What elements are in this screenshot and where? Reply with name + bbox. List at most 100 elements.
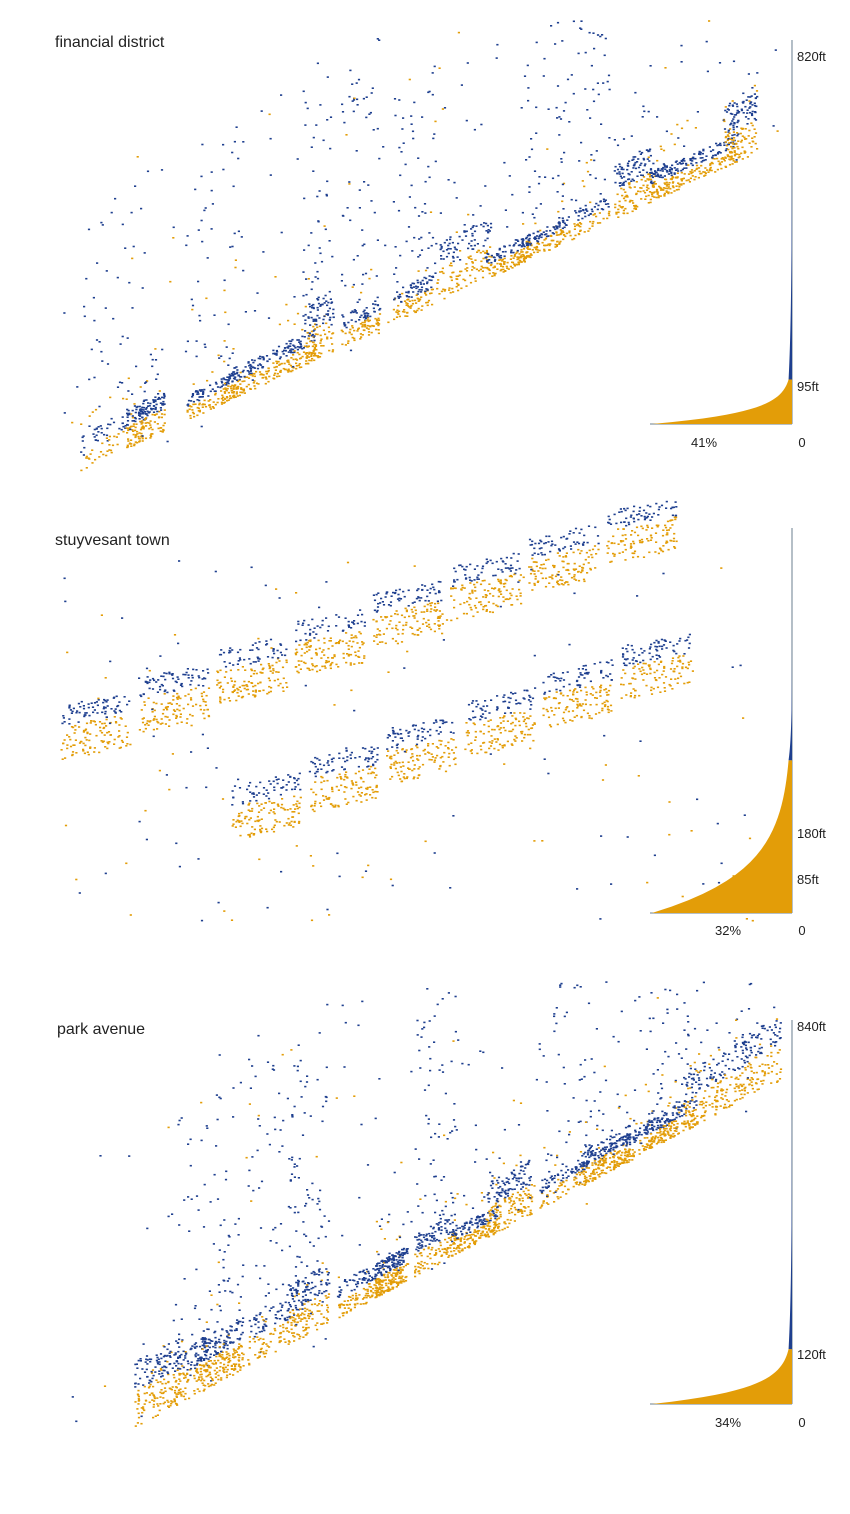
point-above: [211, 203, 214, 205]
point-below: [309, 340, 312, 343]
point-above: [162, 400, 165, 403]
point-below: [415, 744, 418, 747]
point-below: [522, 255, 526, 257]
point-below: [561, 200, 564, 203]
point-above: [438, 590, 441, 592]
point-above: [552, 226, 555, 228]
point-below: [585, 693, 588, 696]
point-above: [505, 556, 508, 559]
point-below: [550, 576, 553, 578]
point-below: [427, 623, 431, 626]
point-below: [292, 358, 295, 361]
point-below: [349, 328, 352, 331]
point-below: [458, 274, 461, 277]
point-above: [548, 690, 551, 692]
point-above: [509, 567, 512, 570]
point-below: [520, 602, 523, 605]
point-above: [555, 106, 558, 109]
point-below: [408, 615, 411, 618]
point-below: [289, 364, 292, 367]
point-below: [649, 539, 653, 541]
point-above: [354, 310, 357, 312]
point-above: [140, 408, 143, 411]
point-below: [161, 430, 164, 433]
point-above: [195, 355, 198, 358]
point-below: [612, 535, 615, 538]
point-above: [481, 713, 485, 715]
point-above: [291, 788, 294, 791]
point-below: [502, 720, 505, 722]
point-below: [417, 307, 420, 310]
point-below: [127, 438, 130, 440]
point-below: [386, 755, 389, 757]
point-below: [441, 623, 444, 625]
point-above: [367, 757, 370, 759]
point-above: [146, 414, 149, 417]
point-above: [98, 405, 101, 408]
point-below: [560, 232, 563, 235]
point-above: [417, 588, 420, 590]
point-above: [449, 236, 452, 238]
point-above: [624, 509, 627, 512]
point-above: [201, 240, 204, 243]
point-above: [349, 311, 353, 314]
point-above: [313, 335, 316, 337]
point-above: [206, 257, 209, 259]
point-below: [300, 648, 304, 650]
point-below: [193, 415, 196, 418]
point-above: [750, 95, 753, 97]
point-below: [202, 712, 205, 715]
point-below: [434, 602, 437, 605]
point-above: [405, 240, 408, 243]
point-below: [401, 292, 404, 295]
point-above: [716, 144, 719, 147]
point-below: [377, 329, 380, 331]
point-below: [518, 588, 521, 591]
point-above: [271, 656, 274, 659]
point-below: [260, 373, 263, 375]
point-below: [558, 555, 561, 557]
point-below: [406, 305, 410, 307]
point-above: [275, 778, 278, 781]
point-below: [298, 366, 301, 369]
point-below: [105, 718, 108, 721]
point-above: [321, 624, 324, 626]
point-above: [187, 399, 191, 402]
point-below: [113, 716, 116, 718]
point-above: [486, 224, 489, 227]
point-below: [638, 539, 641, 542]
point-below: [347, 644, 350, 647]
point-below: [254, 387, 257, 390]
point-below: [617, 208, 620, 211]
point-above: [423, 728, 426, 731]
point-above: [527, 239, 530, 241]
point-below: [645, 529, 648, 531]
point-above: [144, 382, 147, 384]
point-above: [257, 660, 260, 662]
point-above: [316, 314, 319, 317]
point-above: [293, 345, 296, 347]
point-below: [305, 356, 308, 359]
point-above: [528, 240, 531, 242]
point-above: [476, 243, 479, 245]
point-below: [632, 556, 635, 559]
point-below: [223, 360, 226, 363]
point-below: [523, 712, 526, 714]
point-below: [143, 704, 146, 706]
point-above: [310, 232, 313, 234]
point-below: [451, 587, 454, 590]
point-below: [355, 636, 358, 639]
point-below: [474, 590, 477, 592]
point-above: [425, 277, 428, 280]
point-above: [690, 162, 693, 165]
point-below: [411, 755, 414, 758]
point-below: [158, 390, 161, 392]
point-below: [424, 292, 427, 295]
point-above: [607, 661, 610, 664]
point-above: [87, 706, 90, 709]
point-below: [320, 805, 323, 808]
point-below: [308, 356, 311, 358]
point-below: [318, 647, 321, 650]
point-above: [438, 726, 441, 728]
point-above: [531, 540, 534, 543]
